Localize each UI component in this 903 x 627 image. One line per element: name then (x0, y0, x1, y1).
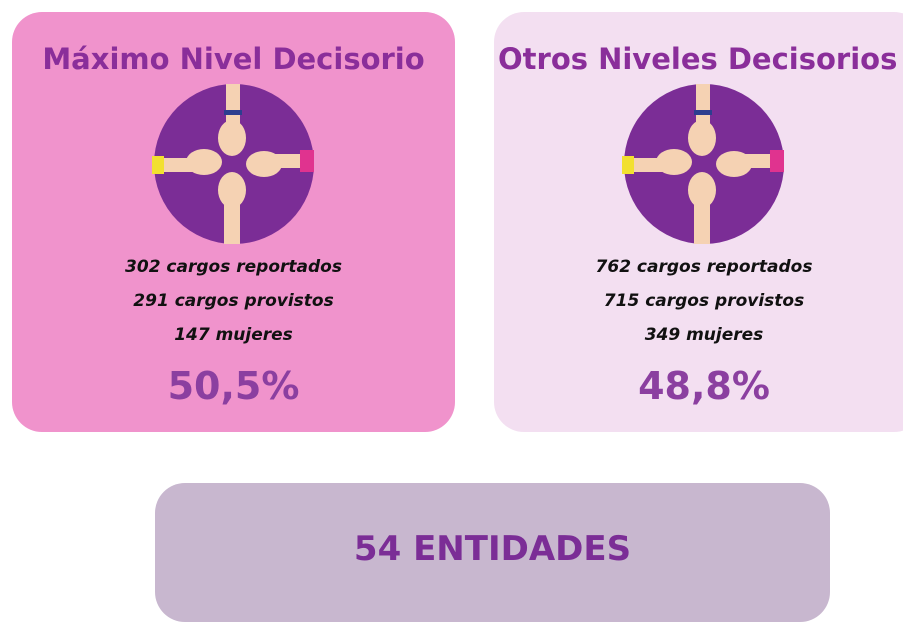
stat-line: 715 cargos provistos (494, 291, 903, 311)
page: {"cards": [ {"title": "Máximo Nivel Deci… (0, 0, 903, 627)
card-title: Máximo Nivel Decisorio (12, 42, 455, 76)
stat-line: 147 mujeres (12, 325, 455, 345)
stat-line: 349 mujeres (494, 325, 903, 345)
card: Máximo Nivel Decisorio 302 cargos report… (12, 12, 455, 432)
card: Otros Niveles Decisorios 762 cargos repo… (494, 12, 903, 432)
hands-icon (622, 82, 786, 246)
footer-text: 54 ENTIDADES (155, 529, 830, 569)
hands-icon (152, 82, 316, 246)
card-title: Otros Niveles Decisorios (498, 42, 897, 76)
stat-line: 762 cargos reportados (494, 257, 903, 277)
percent: 50,5% (12, 364, 455, 408)
percent: 48,8% (494, 364, 903, 408)
stat-line: 302 cargos reportados (12, 257, 455, 277)
footer-box: 54 ENTIDADES (155, 483, 830, 622)
stat-line: 291 cargos provistos (12, 291, 455, 311)
